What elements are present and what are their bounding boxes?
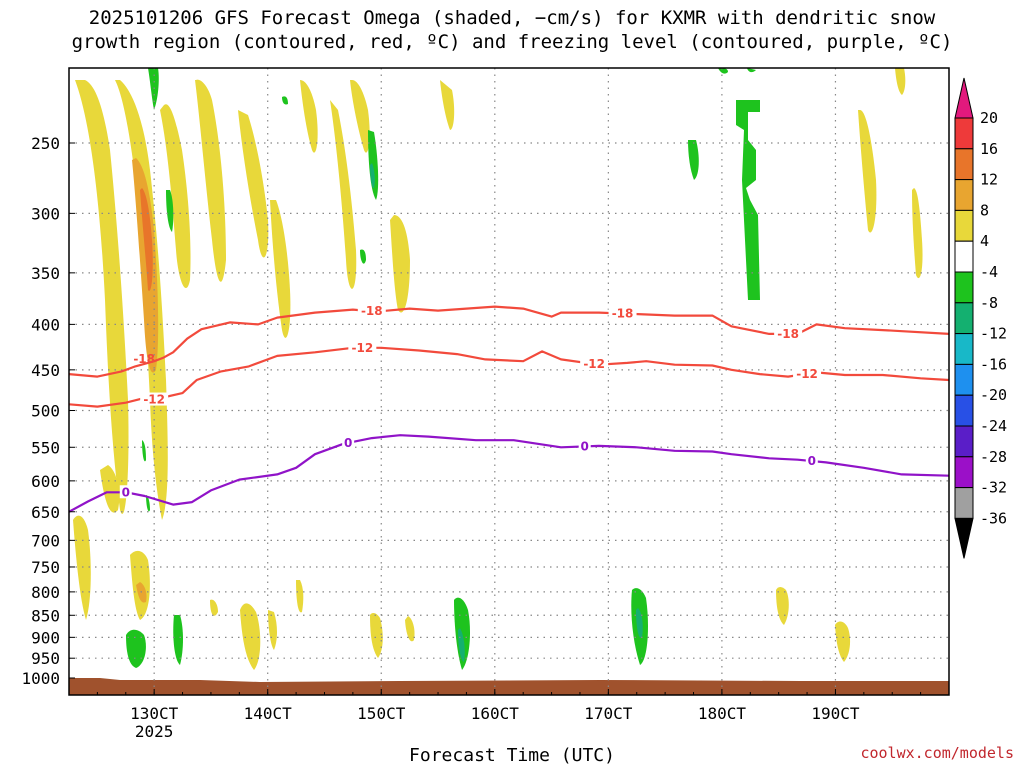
y-tick-label: 350 bbox=[31, 264, 60, 283]
x-axis: 130CT 140CT 150CT 160CT 170CT 180CT 190CT 2025 bbox=[68, 689, 950, 741]
y-tick-label: 500 bbox=[31, 402, 60, 421]
chart-title: 2025101206 GFS Forecast Omega (shaded, −… bbox=[71, 7, 953, 53]
y-tick-label: 750 bbox=[31, 558, 60, 577]
colorbar-label: 12 bbox=[980, 171, 998, 189]
y-tick-label: 1000 bbox=[21, 669, 60, 688]
contour-label-bg bbox=[342, 435, 355, 449]
contour-label: -18 bbox=[777, 327, 799, 341]
colorbar-swatch bbox=[954, 179, 974, 211]
x-tick-label: 140CT bbox=[244, 704, 293, 723]
contour-label: 0 bbox=[808, 454, 816, 468]
contour-label: -18 bbox=[612, 307, 634, 321]
x-tick-label: 130CT bbox=[130, 704, 179, 723]
colorbar-swatch bbox=[954, 363, 974, 396]
x-axis-label: Forecast Time (UTC) bbox=[409, 745, 615, 766]
colorbar-swatch bbox=[954, 456, 974, 489]
y-tick-label: 550 bbox=[31, 438, 60, 457]
x-tick-label: 150CT bbox=[357, 704, 406, 723]
colorbar-swatch bbox=[954, 209, 974, 242]
colorbar-swatch bbox=[954, 117, 974, 150]
colorbar-swatch bbox=[954, 302, 974, 335]
x-tick-label: 190CT bbox=[811, 704, 860, 723]
contour-label-bg bbox=[578, 439, 591, 453]
omega-shading bbox=[69, 68, 949, 695]
contour-label-bg bbox=[348, 340, 377, 354]
colorbar-swatch bbox=[954, 333, 974, 365]
y-axis: 250 300 350 400 450 500 550 600 650 700 750 800 850 9… bbox=[21, 134, 75, 688]
x-tick-label: 180CT bbox=[698, 704, 747, 723]
colorbar-label: 8 bbox=[980, 201, 989, 219]
y-tick-label: 300 bbox=[31, 204, 60, 223]
grid-lines bbox=[69, 68, 949, 695]
colorbar-top-arrow bbox=[954, 77, 974, 119]
contour-line-2 bbox=[69, 434, 949, 513]
colorbar-label: -24 bbox=[980, 417, 1007, 435]
x-year-label: 2025 bbox=[135, 722, 174, 741]
colorbar-label: 20 bbox=[980, 109, 998, 127]
colorbar-swatch bbox=[954, 240, 974, 273]
colorbar-label: -28 bbox=[980, 448, 1007, 466]
colorbar-swatch bbox=[954, 425, 974, 458]
x-tick-label: 170CT bbox=[584, 704, 633, 723]
contour-label-bg bbox=[580, 357, 609, 371]
colorbar-label: 16 bbox=[980, 140, 998, 158]
colorbar-bottom-arrow bbox=[954, 517, 974, 559]
plot-frame bbox=[68, 67, 950, 696]
y-tick-label: 700 bbox=[31, 531, 60, 550]
contour-label-bg bbox=[774, 326, 803, 340]
contour-label-bg bbox=[357, 304, 386, 318]
colorbar-label: -4 bbox=[980, 263, 998, 281]
contour-label: 0 bbox=[581, 439, 589, 453]
contour-label-bg bbox=[608, 306, 637, 320]
colorbar-label: -12 bbox=[980, 325, 1007, 343]
colorbar-label: -36 bbox=[980, 509, 1007, 527]
contour-label-bg bbox=[119, 485, 132, 499]
contour-line-0 bbox=[69, 305, 949, 378]
colorbar-label: -20 bbox=[980, 386, 1007, 404]
colorbar-swatch bbox=[954, 487, 974, 519]
contour-label: -18 bbox=[133, 352, 155, 366]
colorbar-swatch bbox=[954, 271, 974, 304]
y-tick-label: 400 bbox=[31, 315, 60, 334]
contour-label: 0 bbox=[122, 485, 130, 499]
y-tick-label: 250 bbox=[31, 134, 60, 153]
contour-label-bg bbox=[793, 366, 822, 380]
contour-label: -12 bbox=[351, 341, 373, 355]
temperature-contours bbox=[69, 305, 949, 513]
colorbar-label: -16 bbox=[980, 355, 1007, 373]
colorbar-label: 4 bbox=[980, 232, 989, 250]
contour-label: -12 bbox=[583, 357, 605, 371]
colorbar-label: -8 bbox=[980, 294, 998, 312]
y-tick-label: 900 bbox=[31, 628, 60, 647]
y-tick-label: 850 bbox=[31, 606, 60, 625]
y-tick-label: 950 bbox=[31, 649, 60, 668]
credit-text: coolwx.com/models bbox=[860, 744, 1014, 762]
contour-label: -18 bbox=[361, 304, 383, 318]
contour-labels: -18 -18 -18 -12 -12 -12 -12 0 0 0 0 -18 bbox=[119, 304, 822, 499]
contour-label-bg bbox=[140, 392, 169, 406]
y-tick-label: 800 bbox=[31, 583, 60, 602]
y-tick-label: 650 bbox=[31, 503, 60, 522]
x-tick-label: 160CT bbox=[471, 704, 520, 723]
contour-label: 0 bbox=[344, 436, 352, 450]
colorbar: 20 16 12 8 4 -4 -8 -12 -16 -20 -24 -28 -32 -36 bbox=[954, 77, 1007, 559]
y-tick-label: 450 bbox=[31, 361, 60, 380]
colorbar-swatch bbox=[954, 394, 974, 427]
colorbar-swatch bbox=[954, 148, 974, 181]
y-tick-label: 600 bbox=[31, 472, 60, 491]
contour-label-bg bbox=[805, 454, 818, 468]
contour-label: -12 bbox=[796, 367, 818, 381]
contour-line-1 bbox=[69, 346, 949, 408]
colorbar-label: -32 bbox=[980, 479, 1007, 497]
contour-label: -12 bbox=[143, 393, 165, 407]
